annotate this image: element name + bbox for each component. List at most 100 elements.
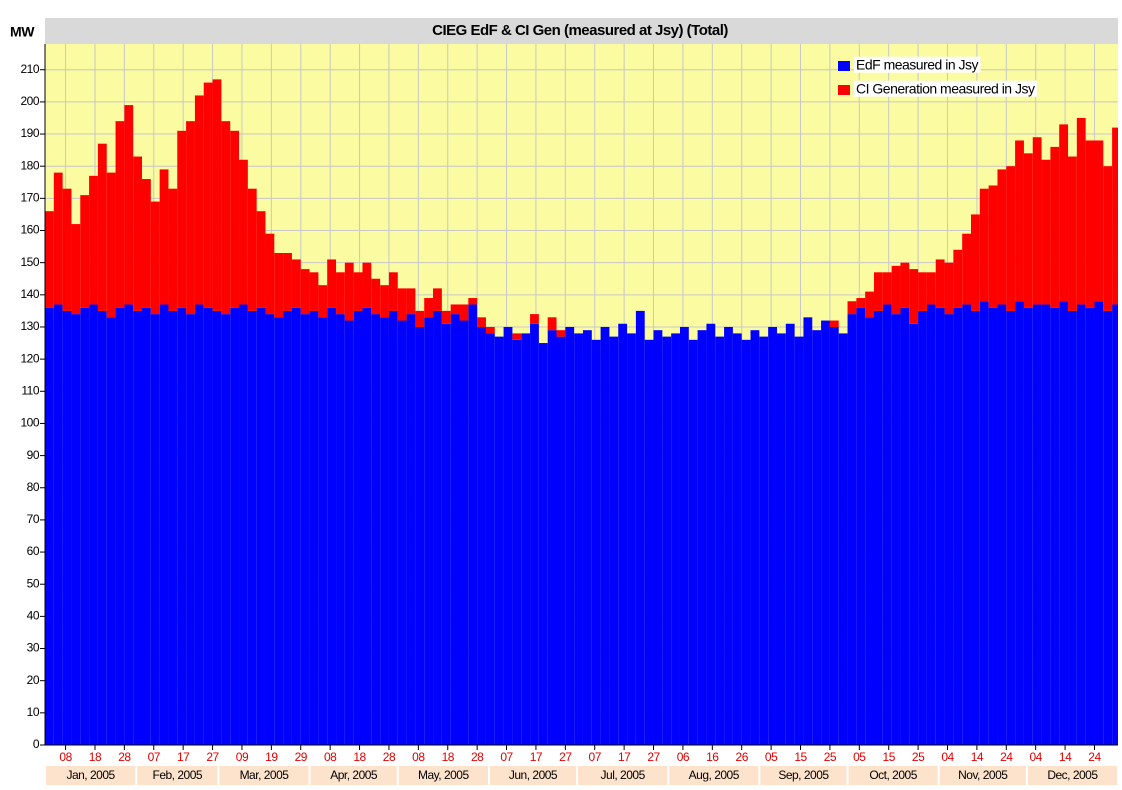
x-tick-label: 27 [559, 750, 572, 764]
bar-segment [1085, 307, 1095, 745]
bar-segment [688, 339, 698, 745]
y-tick-label: 130 [20, 319, 39, 333]
bar-segment [441, 310, 451, 324]
y-tick-label: 160 [20, 223, 39, 237]
bar-segment [918, 310, 927, 745]
x-tick-label: 28 [118, 750, 131, 764]
bar-segment [247, 188, 257, 311]
bar-segment [918, 272, 927, 311]
bar-segment [300, 314, 310, 745]
bar-segment [485, 326, 495, 334]
bar-segment [344, 262, 354, 321]
bar-segment [741, 339, 751, 745]
x-tick-label: 15 [794, 750, 807, 764]
bar-segment [962, 304, 972, 745]
month-band [46, 766, 136, 785]
bar-segment [256, 307, 266, 745]
bar-segment [1085, 140, 1095, 308]
y-tick-label: 110 [21, 383, 39, 397]
y-tick-label: 180 [20, 158, 39, 172]
bar-segment [371, 278, 381, 315]
x-tick-label: 14 [971, 750, 984, 764]
bar-segment [477, 326, 486, 745]
x-tick-label: 26 [736, 750, 749, 764]
bar-segment [829, 320, 839, 327]
y-tick-label: 50 [27, 576, 40, 590]
bar-segment [768, 326, 777, 745]
bar-segment [477, 317, 486, 327]
bar-segment [785, 323, 795, 745]
x-tick-label: 15 [883, 750, 896, 764]
y-tick-label: 150 [20, 255, 39, 269]
bar-segment [962, 233, 972, 305]
bar-segment [900, 262, 910, 308]
bar-segment [750, 330, 760, 745]
bar-segment [1023, 307, 1033, 745]
chart-title: CIEG EdF & CI Gen (measured at Jsy) (Tot… [432, 22, 728, 39]
bar-segment [653, 330, 663, 745]
x-tick-label: 08 [324, 750, 337, 764]
x-tick-label: 18 [442, 750, 455, 764]
bar-segment [89, 175, 98, 305]
bar-segment [865, 291, 875, 318]
y-tick-label: 20 [27, 673, 40, 687]
bar-segment [53, 304, 63, 745]
bar-segment [882, 272, 892, 305]
bar-segment [715, 336, 725, 745]
month-band [669, 766, 759, 785]
bar-segment [944, 262, 954, 315]
bar-segment [1041, 159, 1051, 305]
bar-segment [353, 272, 363, 311]
bar-segment [1050, 307, 1060, 745]
bar-segment [177, 130, 187, 308]
legend-label-background [854, 80, 1037, 97]
y-tick-label: 0 [33, 737, 40, 751]
bar-segment [1112, 127, 1118, 305]
bar-segment [115, 121, 125, 308]
x-tick-label: 17 [618, 750, 631, 764]
y-tick-label: 210 [20, 62, 39, 76]
bar-segment [494, 336, 504, 745]
bar-segment [265, 233, 275, 315]
y-tick-label: 60 [27, 544, 40, 558]
legend-label-background [854, 56, 981, 73]
y-tick-label: 70 [27, 512, 40, 526]
y-tick-label: 140 [20, 287, 39, 301]
bar-segment [1103, 166, 1113, 311]
y-axis-label: MW [10, 24, 35, 40]
bar-segment [944, 314, 954, 745]
bar-segment [547, 317, 557, 331]
x-tick-label: 05 [853, 750, 866, 764]
month-label: Jul, 2005 [601, 768, 646, 782]
x-tick-label: 19 [265, 750, 278, 764]
bar-segment [1015, 301, 1024, 745]
bar-segment [971, 214, 980, 311]
bar-segment [71, 224, 81, 315]
month-label: Aug, 2005 [689, 768, 740, 782]
bar-segment [186, 121, 195, 315]
month-label: Feb, 2005 [153, 768, 203, 782]
bar-segment [618, 323, 628, 745]
bar-segment [300, 269, 310, 315]
bar-segment [106, 317, 116, 745]
bar-segment [397, 320, 407, 745]
bar-segment [415, 310, 425, 327]
x-tick-label: 24 [1000, 750, 1013, 764]
bar-segment [600, 326, 610, 745]
bar-segment [380, 285, 389, 318]
bar-segment [812, 330, 822, 745]
bar-segment [212, 310, 222, 745]
legend-label: CI Generation measured in Jsy [856, 81, 1035, 97]
month-band [489, 766, 577, 785]
bar-segment [203, 307, 213, 745]
bar-segment [362, 307, 372, 745]
bar-segment [450, 304, 460, 315]
bar-segment [283, 310, 292, 745]
x-tick-label: 29 [295, 750, 308, 764]
bar-segment [274, 253, 284, 318]
bar-segment [521, 333, 531, 745]
bar-segment [1015, 140, 1024, 302]
bar-segment [362, 262, 372, 308]
bar-segment [953, 307, 963, 745]
